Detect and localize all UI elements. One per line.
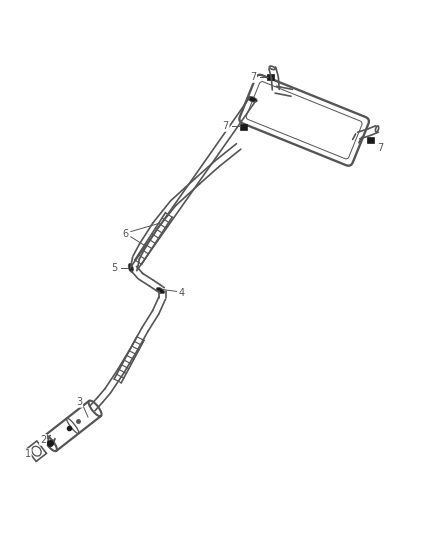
Bar xyxy=(240,124,247,130)
Text: 1: 1 xyxy=(25,449,31,459)
Ellipse shape xyxy=(248,96,257,102)
Text: 4: 4 xyxy=(179,288,185,298)
Bar xyxy=(367,137,374,143)
Text: 5: 5 xyxy=(111,263,117,273)
Text: 7: 7 xyxy=(378,143,384,153)
Ellipse shape xyxy=(156,287,165,294)
Text: 7: 7 xyxy=(223,121,229,131)
Text: 3: 3 xyxy=(76,397,82,407)
Text: 6: 6 xyxy=(122,229,128,239)
Ellipse shape xyxy=(128,263,133,272)
Text: 7: 7 xyxy=(250,72,256,82)
Text: 2: 2 xyxy=(40,435,46,445)
Bar xyxy=(267,74,274,80)
